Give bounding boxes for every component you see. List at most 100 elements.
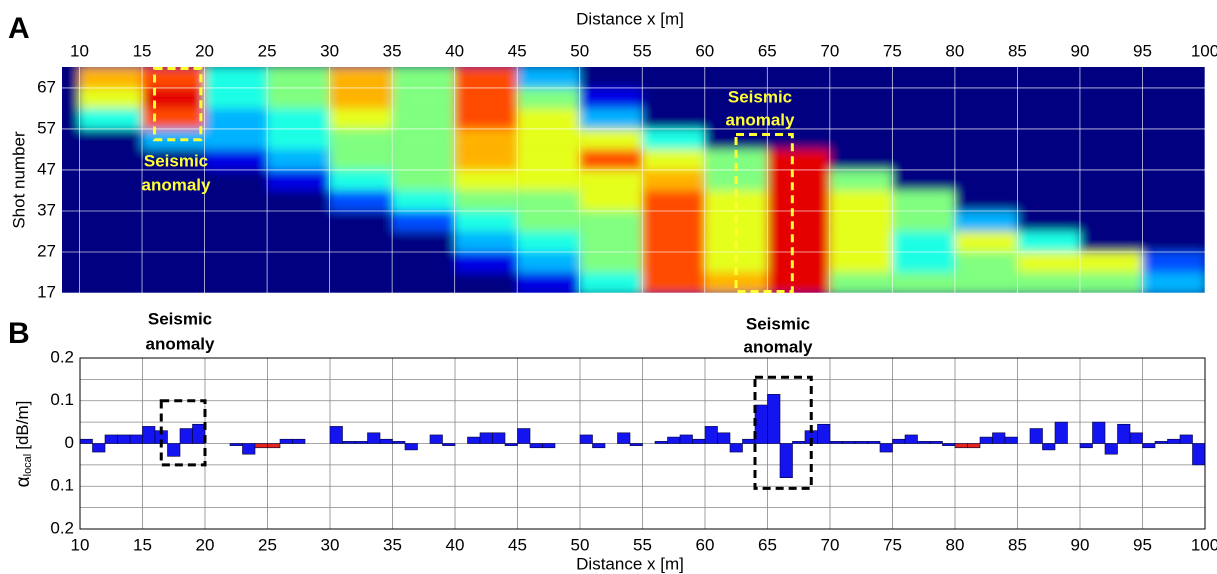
annotation-text: Seismic — [144, 151, 208, 170]
annotation-box — [153, 67, 203, 142]
heatmap-cell — [954, 128, 1018, 150]
heatmap-cell — [329, 87, 393, 109]
heatmap-cell — [454, 128, 518, 150]
heatmap-cell — [267, 251, 330, 273]
heatmap-cell — [267, 67, 330, 88]
heatmap-cell — [642, 108, 705, 129]
heatmap-cell — [579, 67, 643, 88]
heatmap-cell — [704, 67, 768, 88]
heatmap-cell — [267, 108, 330, 129]
heatmap-cell — [204, 87, 268, 109]
heatmap-cell — [142, 108, 205, 129]
annotation-box — [753, 375, 813, 490]
heatmap-cell — [1142, 190, 1205, 211]
heatmap-cell — [642, 210, 705, 232]
y-tick-label: 0.1 — [50, 476, 74, 495]
bar — [729, 443, 743, 453]
y-tick-label: 37 — [37, 200, 56, 219]
heatmap-cell — [392, 190, 455, 211]
heatmap-cell — [954, 251, 1018, 273]
heatmap-cell — [1017, 67, 1080, 88]
heatmap-cell — [767, 272, 830, 293]
heatmap-cell — [204, 128, 268, 150]
x-tick-label: 80 — [945, 41, 964, 60]
heatmap-cell — [642, 67, 705, 88]
bar — [429, 434, 443, 444]
bar — [1117, 423, 1131, 444]
x-tick-label: 65 — [758, 41, 777, 60]
heatmap-cell — [79, 231, 143, 252]
heatmap-cell — [329, 231, 393, 252]
heatmap-cell — [517, 149, 580, 170]
bar — [617, 432, 631, 444]
heatmap-cell — [1017, 128, 1080, 150]
heatmap-cell — [704, 87, 768, 109]
heatmap-cell — [204, 210, 268, 232]
heatmap-cell — [954, 231, 1018, 252]
heatmap-cell — [454, 251, 518, 273]
bar — [1129, 432, 1143, 444]
heatmap-cell — [454, 169, 518, 191]
bar — [492, 432, 506, 444]
heatmap-cell — [79, 272, 143, 293]
heatmap-cell — [329, 128, 393, 150]
bar — [279, 438, 293, 444]
x-tick-label: 100 — [1191, 41, 1217, 60]
x-tick-label: 15 — [133, 535, 152, 554]
bar — [142, 426, 156, 444]
heatmap-cell — [1017, 149, 1080, 170]
x-tick-label: 25 — [258, 535, 277, 554]
heatmap-cell — [1142, 149, 1205, 170]
y-tick-label: 27 — [37, 241, 56, 260]
heatmap-cell — [204, 169, 268, 191]
heatmap-cell — [204, 149, 268, 170]
heatmap-cell — [767, 231, 830, 252]
heatmap-cell — [517, 272, 580, 293]
bar — [1079, 443, 1093, 449]
heatmap-cell — [392, 87, 455, 109]
bar — [254, 443, 268, 449]
heatmap-cell — [1142, 231, 1205, 252]
heatmap-cell — [329, 251, 393, 273]
bar — [692, 438, 706, 444]
annotation-text: Seismic — [148, 309, 212, 328]
bar — [767, 394, 781, 444]
bar — [942, 443, 956, 446]
heatmap-cell — [579, 149, 643, 170]
bar — [867, 441, 881, 444]
heatmap-cell — [1079, 272, 1143, 293]
bar — [1042, 443, 1056, 451]
heatmap-cell — [329, 108, 393, 129]
heatmap-cell — [517, 108, 580, 129]
bar — [79, 438, 93, 444]
bar — [129, 434, 143, 444]
bar — [117, 434, 131, 444]
heatmap-cell — [267, 210, 330, 232]
x-axis-title: Distance x [m] — [576, 554, 684, 573]
heatmap-cell — [79, 190, 143, 211]
x-tick-label: 25 — [258, 41, 277, 60]
x-tick-label: 30 — [321, 535, 340, 554]
x-tick-label: 55 — [633, 41, 652, 60]
heatmap-cell — [392, 128, 455, 150]
heatmap-cell — [1079, 251, 1143, 273]
heatmap-cell — [79, 149, 143, 170]
heatmap-cell — [517, 169, 580, 191]
heatmap-cell — [329, 210, 393, 232]
heatmap-cell — [579, 251, 643, 273]
heatmap-cell — [829, 210, 893, 232]
heatmap-cell — [1079, 149, 1143, 170]
x-tick-label: 20 — [195, 41, 214, 60]
bar — [1192, 443, 1206, 466]
bar — [167, 443, 181, 457]
heatmap-cell — [704, 190, 768, 211]
heatmap — [62, 67, 1205, 293]
heatmap-cell — [392, 149, 455, 170]
heatmap-cell — [79, 210, 143, 232]
bar — [1054, 421, 1068, 444]
bar — [404, 443, 418, 451]
bar — [179, 428, 193, 444]
annotation-text: anomaly — [744, 337, 814, 356]
heatmap-cell — [829, 108, 893, 129]
heatmap-cell — [517, 87, 580, 109]
